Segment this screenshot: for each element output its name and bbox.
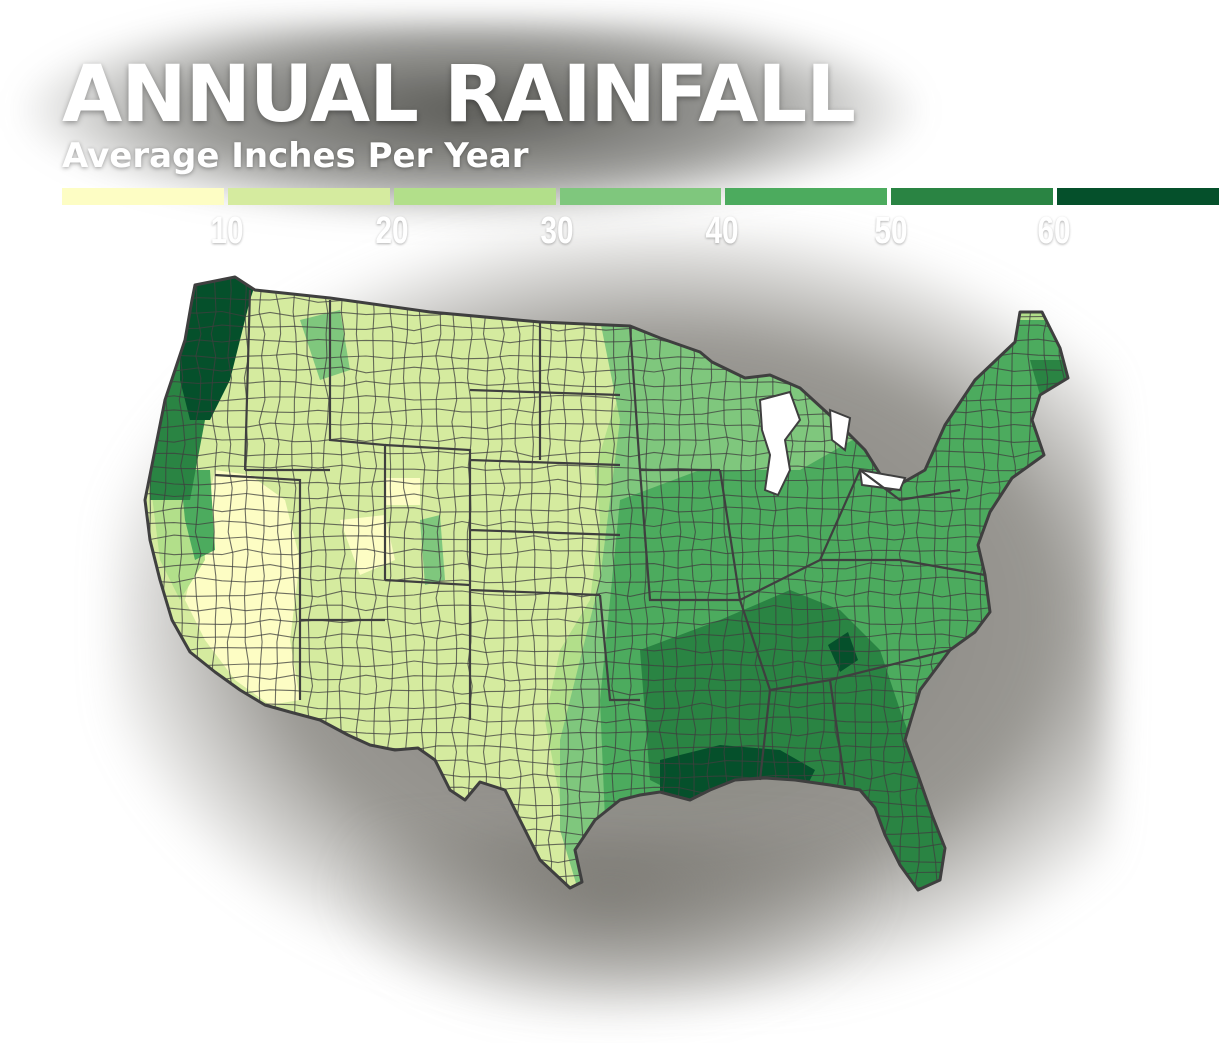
- legend-tick-10: 10: [210, 210, 244, 252]
- legend-tick-50: 50: [874, 210, 908, 252]
- legend-swatch-0: [62, 188, 224, 205]
- state-borders: [214, 289, 986, 786]
- legend-color-bar: [62, 188, 1219, 205]
- legend-swatch-6: [1057, 188, 1219, 205]
- legend-tick-30: 30: [540, 210, 574, 252]
- us-outline: [143, 275, 1070, 892]
- legend-swatch-3: [559, 188, 722, 205]
- title-shadow: [20, 20, 920, 220]
- zone-under-10-plateau: [340, 515, 395, 575]
- page-title: ANNUAL RAINFALL: [62, 50, 856, 140]
- legend-swatch-2: [393, 188, 556, 205]
- rainfall-zones: [145, 277, 1068, 890]
- legend-tick-60: 60: [1037, 210, 1071, 252]
- legend-swatch-5: [891, 188, 1054, 205]
- zone-under-10-wyoming: [385, 478, 420, 505]
- page-subtitle: Average Inches Per Year: [62, 136, 529, 176]
- legend-tick-40: 40: [705, 210, 739, 252]
- zone-over-60-smokies: [828, 632, 858, 672]
- great-lakes: [758, 390, 907, 497]
- legend-swatch-1: [227, 188, 390, 205]
- legend-swatch-4: [725, 188, 888, 205]
- legend-labels: 10 20 30 40 50 60: [0, 208, 1219, 254]
- zone-over-60-olympic: [180, 277, 260, 420]
- map-shadow-bottom: [330, 830, 890, 1030]
- legend-tick-20: 20: [375, 210, 409, 252]
